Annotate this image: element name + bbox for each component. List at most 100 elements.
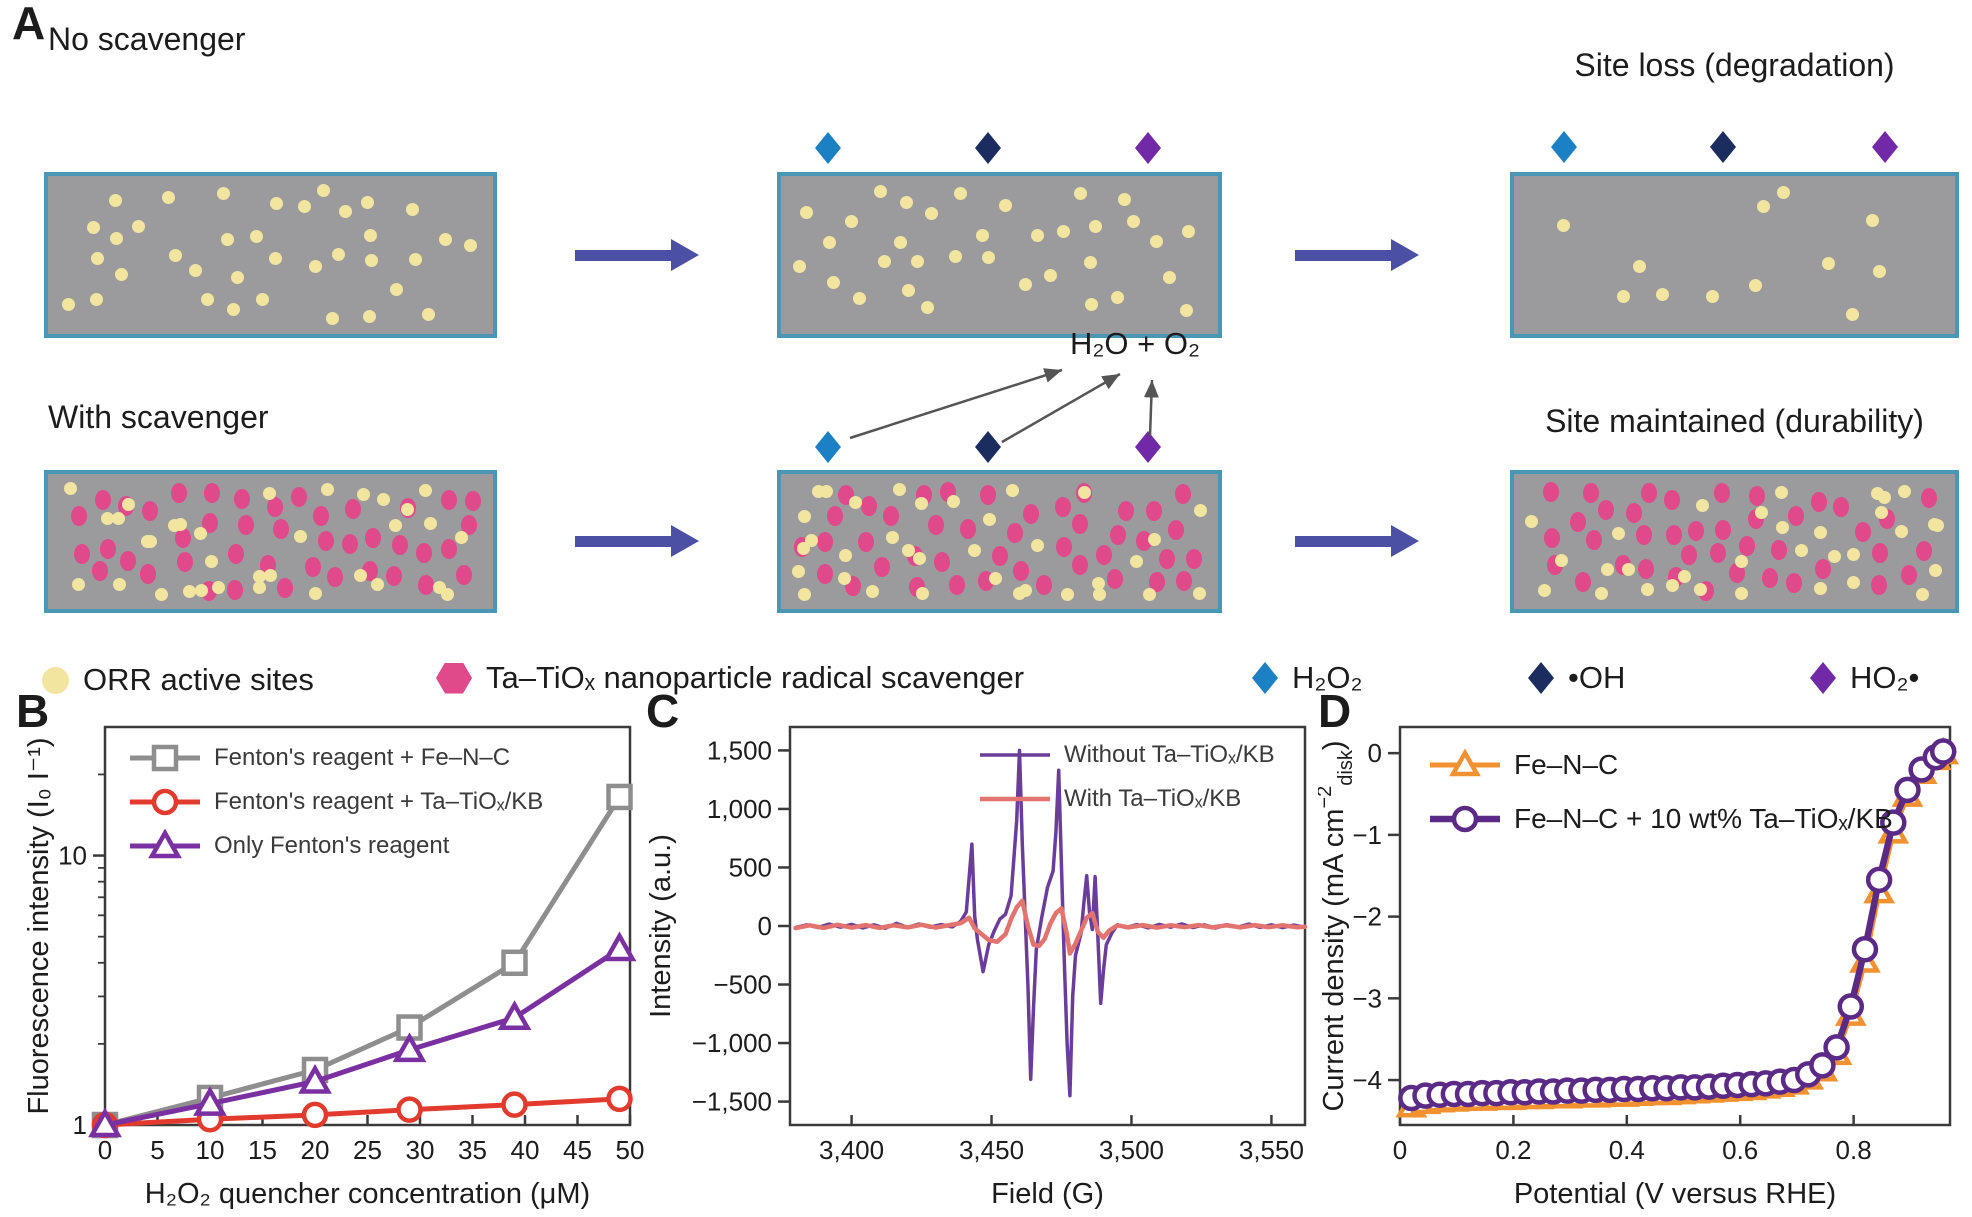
h2o2-diamond-icon [815, 431, 841, 463]
svg-text:−1,000: −1,000 [692, 1028, 772, 1058]
scavenger-dot [1149, 571, 1165, 592]
svg-text:0: 0 [98, 1135, 112, 1165]
legend-item-orr-sites: ORR active sites [42, 662, 314, 698]
scavenger-dot [174, 527, 191, 548]
svg-text:0.2: 0.2 [1495, 1135, 1531, 1165]
svg-text:20: 20 [301, 1135, 330, 1165]
legend-label: Without Ta–TiOₓ/KB [1064, 741, 1275, 768]
active-site-dot [389, 519, 403, 532]
legend-item: Fe–N–C [1428, 738, 1893, 792]
y-axis-label: Fluorescence intensity (I₀ I⁻¹) [23, 737, 55, 1114]
scavenger-dot [440, 539, 457, 560]
scavenger-dot [948, 574, 965, 595]
legend-marker-icon [980, 753, 1050, 757]
svg-text:1,000: 1,000 [707, 794, 772, 824]
active-site-dot [799, 205, 813, 219]
active-site-dot [1897, 484, 1911, 498]
scavenger-dot [1788, 505, 1805, 526]
active-site-dot [999, 199, 1012, 213]
active-site-dot [1895, 525, 1909, 538]
active-site-dot [454, 530, 468, 544]
scavenger-dot [1035, 575, 1052, 596]
active-site-dot [173, 518, 187, 532]
active-site-dot [820, 485, 834, 498]
active-site-dot [201, 292, 215, 306]
active-site-dot [253, 580, 267, 594]
active-site-dot [422, 308, 436, 321]
active-site-dot [308, 260, 322, 274]
active-site-dot [949, 250, 963, 264]
active-site-dot [112, 512, 126, 526]
panel-c-letter: C [646, 685, 680, 737]
scavenger-dot [860, 496, 877, 517]
active-site-dot [1621, 562, 1635, 576]
lsv-polarization-chart: 0 0.2 0.4 0.6 0.8 0 −1 −2 −3 −4 Potential (V versu… [1318, 725, 1960, 1210]
scavenger-dot [1167, 520, 1184, 541]
active-site-dot [1866, 213, 1879, 227]
svg-text:50: 50 [616, 1135, 645, 1165]
active-site-dot [1930, 518, 1944, 532]
active-site-dot [1089, 219, 1103, 233]
legend-label: HO₂• [1850, 660, 1920, 695]
scavenger-dot [1739, 536, 1755, 557]
active-site-dot [194, 527, 208, 541]
scavenger-dot [979, 485, 996, 506]
svg-text:0.4: 0.4 [1609, 1135, 1645, 1165]
h2o2-diamond-icon [1551, 131, 1577, 163]
active-site-dot [298, 200, 311, 214]
svg-text:−4: −4 [1352, 1065, 1382, 1095]
scavenger-dot [327, 567, 344, 588]
scavenger-dot [1854, 522, 1871, 543]
x-axis-label: Potential (V versus RHE) [1514, 1178, 1836, 1210]
scavenger-dot [228, 543, 245, 564]
scavenger-dot [142, 500, 159, 521]
active-site-dot [911, 255, 925, 269]
active-site-dot [1179, 304, 1193, 318]
active-site-dot [1794, 544, 1808, 558]
scavenger-dot [1582, 482, 1599, 503]
active-site-dot [1194, 504, 1208, 518]
scavenger-dot [1833, 496, 1850, 517]
scavenger-dot [1665, 524, 1682, 545]
active-site-dot [419, 484, 432, 498]
scavenger-dot [1641, 482, 1658, 503]
svg-text:0.8: 0.8 [1836, 1135, 1872, 1165]
active-site-dot [401, 503, 415, 517]
active-site-dot [1706, 289, 1720, 303]
scavenger-dot [1638, 559, 1655, 580]
active-site-dot [194, 584, 208, 598]
scavenger-dot [171, 483, 187, 504]
active-site-dot [268, 252, 282, 266]
active-site-dot [1655, 288, 1669, 302]
active-site-dot [308, 587, 322, 601]
active-site-dot [408, 253, 422, 267]
scavenger-dot [1635, 525, 1652, 546]
active-site-dot [1734, 555, 1748, 569]
active-site-dot [946, 495, 960, 509]
active-site-dot [1677, 570, 1691, 584]
active-site-dot [89, 292, 103, 306]
scavenger-dot [92, 561, 108, 582]
fluorescence-chart: 0 5 10 15 20 25 30 35 40 45 50 1 10 H₂O₂ quencher con… [23, 725, 645, 1210]
svg-text:45: 45 [563, 1135, 592, 1165]
svg-text:3,400: 3,400 [819, 1135, 884, 1165]
scavenger-dot [119, 551, 136, 572]
scavenger-dot [1185, 548, 1202, 569]
scavenger-dot [1920, 487, 1937, 508]
legend-marker-icon [980, 796, 1050, 802]
active-site-dot [1846, 575, 1860, 589]
legend-label: Fenton's reagent + Fe–N–C [214, 744, 511, 771]
scavenger-dot [1785, 573, 1802, 593]
active-site-dot [920, 300, 934, 314]
scavenger-dot [417, 574, 434, 595]
row2-right-heading: Site maintained (durability) [1545, 403, 1924, 439]
scavenger-dot [1056, 536, 1073, 557]
active-site-dot [845, 215, 859, 229]
legend-label: •OH [1568, 660, 1626, 695]
active-site-dot [71, 577, 85, 591]
scavenger-dot [928, 515, 945, 535]
scavenger-dot [392, 534, 408, 555]
active-site-dot [389, 283, 403, 297]
legend-item: Fenton's reagent + Fe–N–C [128, 736, 543, 780]
row1-right-heading: Site loss (degradation) [1574, 47, 1895, 83]
